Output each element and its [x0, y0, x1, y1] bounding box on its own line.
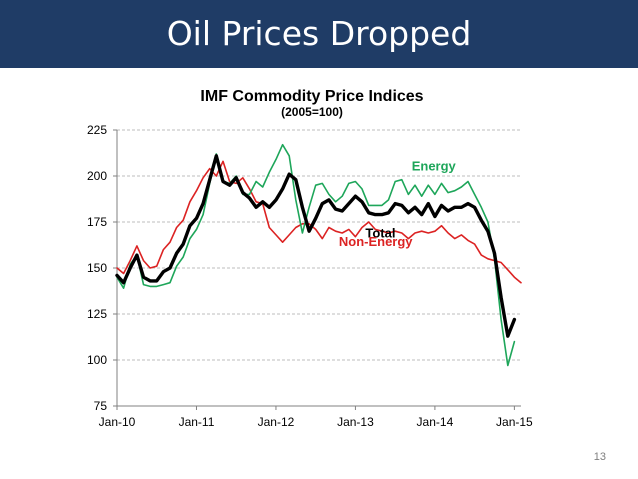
series-label-total: Total — [365, 226, 395, 241]
x-tick-label: Jan-15 — [496, 415, 533, 429]
x-tick-label: Jan-14 — [417, 415, 454, 429]
slide-title: Oil Prices Dropped — [166, 14, 472, 53]
series-label-non-energy: Non-Energy — [339, 234, 413, 249]
series-line-energy — [116, 143, 516, 367]
y-tick-label: 225 — [87, 123, 107, 137]
x-tick-label: Jan-10 — [99, 415, 136, 429]
chart-title: IMF Commodity Price Indices — [200, 88, 423, 105]
series-label-energy: Energy — [412, 158, 457, 173]
grid-layer — [117, 129, 521, 361]
x-tick-label: Jan-12 — [258, 415, 295, 429]
x-tick-label: Jan-13 — [337, 415, 374, 429]
series-line-total — [115, 154, 517, 338]
title-bar — [0, 0, 638, 68]
y-tick-label: 75 — [94, 399, 108, 413]
y-tick-label: 150 — [87, 261, 107, 275]
page-number: 13 — [593, 451, 606, 463]
y-tick-label: 125 — [87, 307, 107, 321]
series-layer — [115, 143, 522, 367]
axis-layer: 75 100 125 150 175 200 225 Jan-10 Jan-11 Jan-12 Ja… — [87, 123, 533, 429]
chart-subtitle: (2005=100) — [281, 105, 343, 119]
series-line-non-energy — [116, 160, 522, 284]
y-tick-label: 100 — [87, 353, 107, 367]
x-tick-label: Jan-11 — [179, 415, 215, 429]
y-tick-label: 175 — [87, 215, 107, 229]
y-tick-label: 200 — [87, 169, 107, 183]
